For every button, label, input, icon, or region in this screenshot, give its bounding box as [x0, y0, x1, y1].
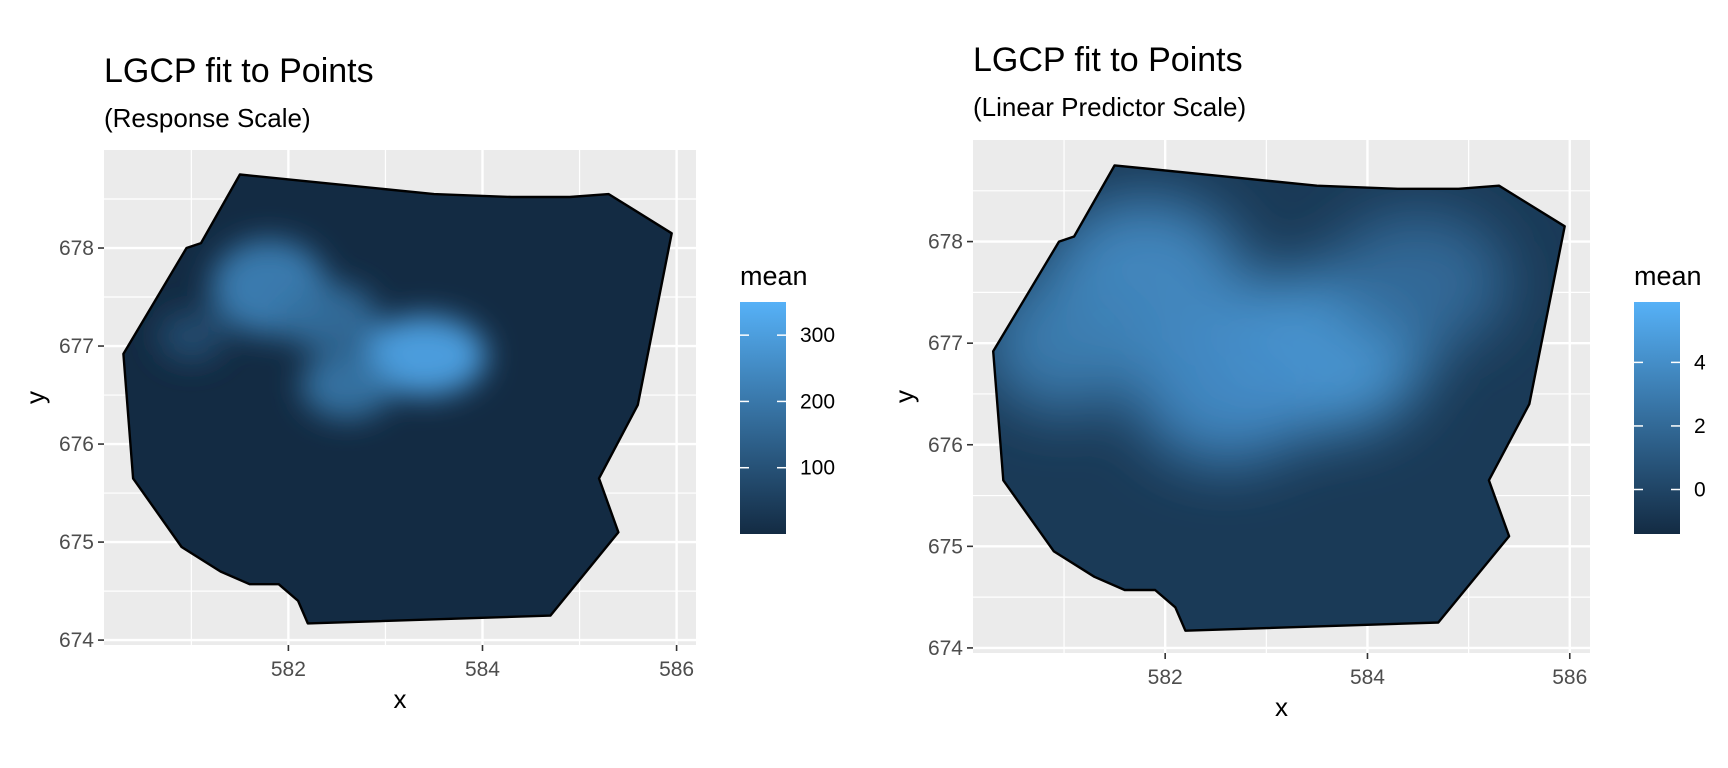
legend-colorbar: [1634, 302, 1680, 534]
intensity-surface: [993, 165, 1565, 631]
x-tick-label: 586: [659, 658, 694, 681]
surface-base: [123, 174, 672, 624]
y-axis-title: y: [889, 390, 919, 403]
boundary-outline: [992, 164, 1566, 632]
y-tick-label: 676: [59, 433, 94, 456]
intensity-peak: [277, 282, 378, 351]
y-tick-label: 677: [59, 335, 94, 358]
y-axis-title: y: [20, 391, 50, 404]
x-tick-label: 586: [1552, 666, 1587, 689]
legend-title: mean: [740, 261, 808, 291]
boundary-outline: [122, 173, 673, 625]
legend-tick-label: 200: [800, 390, 835, 413]
y-tick-label: 674: [928, 637, 963, 660]
intensity-peak: [300, 351, 393, 420]
intensity-peak: [157, 310, 226, 363]
surface-blobs: [157, 239, 487, 420]
x-tick-label: 584: [465, 658, 500, 681]
x-axis-title: x: [394, 684, 407, 714]
y-tick-label: 677: [928, 332, 963, 355]
chart-subtitle: (Linear Predictor Scale): [973, 92, 1246, 122]
intensity-peak: [1328, 212, 1509, 353]
legend-tick-label: 300: [800, 324, 835, 347]
legend-colorbar: [740, 302, 786, 534]
legend-tick-label: 0: [1694, 479, 1706, 502]
legend-tick-label: 4: [1694, 351, 1706, 374]
chart-subtitle: (Response Scale): [104, 103, 311, 133]
chart-title: LGCP fit to Points: [973, 41, 1243, 79]
surface-blobs: [993, 197, 1509, 464]
x-tick-label: 582: [1148, 666, 1183, 689]
legend: mean 0 2 4: [1634, 261, 1706, 534]
y-tick-label: 674: [59, 629, 94, 652]
x-tick-label: 584: [1350, 666, 1385, 689]
y-tick-label: 675: [59, 531, 94, 554]
chart-title: LGCP fit to Points: [104, 52, 374, 90]
y-tick-label: 676: [928, 434, 963, 457]
legend-title: mean: [1634, 261, 1702, 291]
intensity-peak: [993, 273, 1145, 414]
y-tick-label: 675: [928, 535, 963, 558]
y-tick-label: 678: [928, 231, 963, 254]
legend-tick-label: 2: [1694, 415, 1706, 438]
y-tick-label: 678: [59, 237, 94, 260]
intensity-peak: [362, 315, 487, 396]
x-axis-title: x: [1275, 692, 1288, 722]
x-tick-label: 582: [271, 658, 306, 681]
chart-1: LGCP fit to Points (Response Scale) 582 584…: [20, 52, 835, 714]
legend: mean 100 200 300: [740, 261, 835, 534]
intensity-peak: [1135, 323, 1316, 464]
chart-2: LGCP fit to Points (Linear Predictor Scal…: [889, 41, 1706, 722]
intensity-surface: [123, 174, 672, 624]
legend-tick-label: 100: [800, 457, 835, 480]
